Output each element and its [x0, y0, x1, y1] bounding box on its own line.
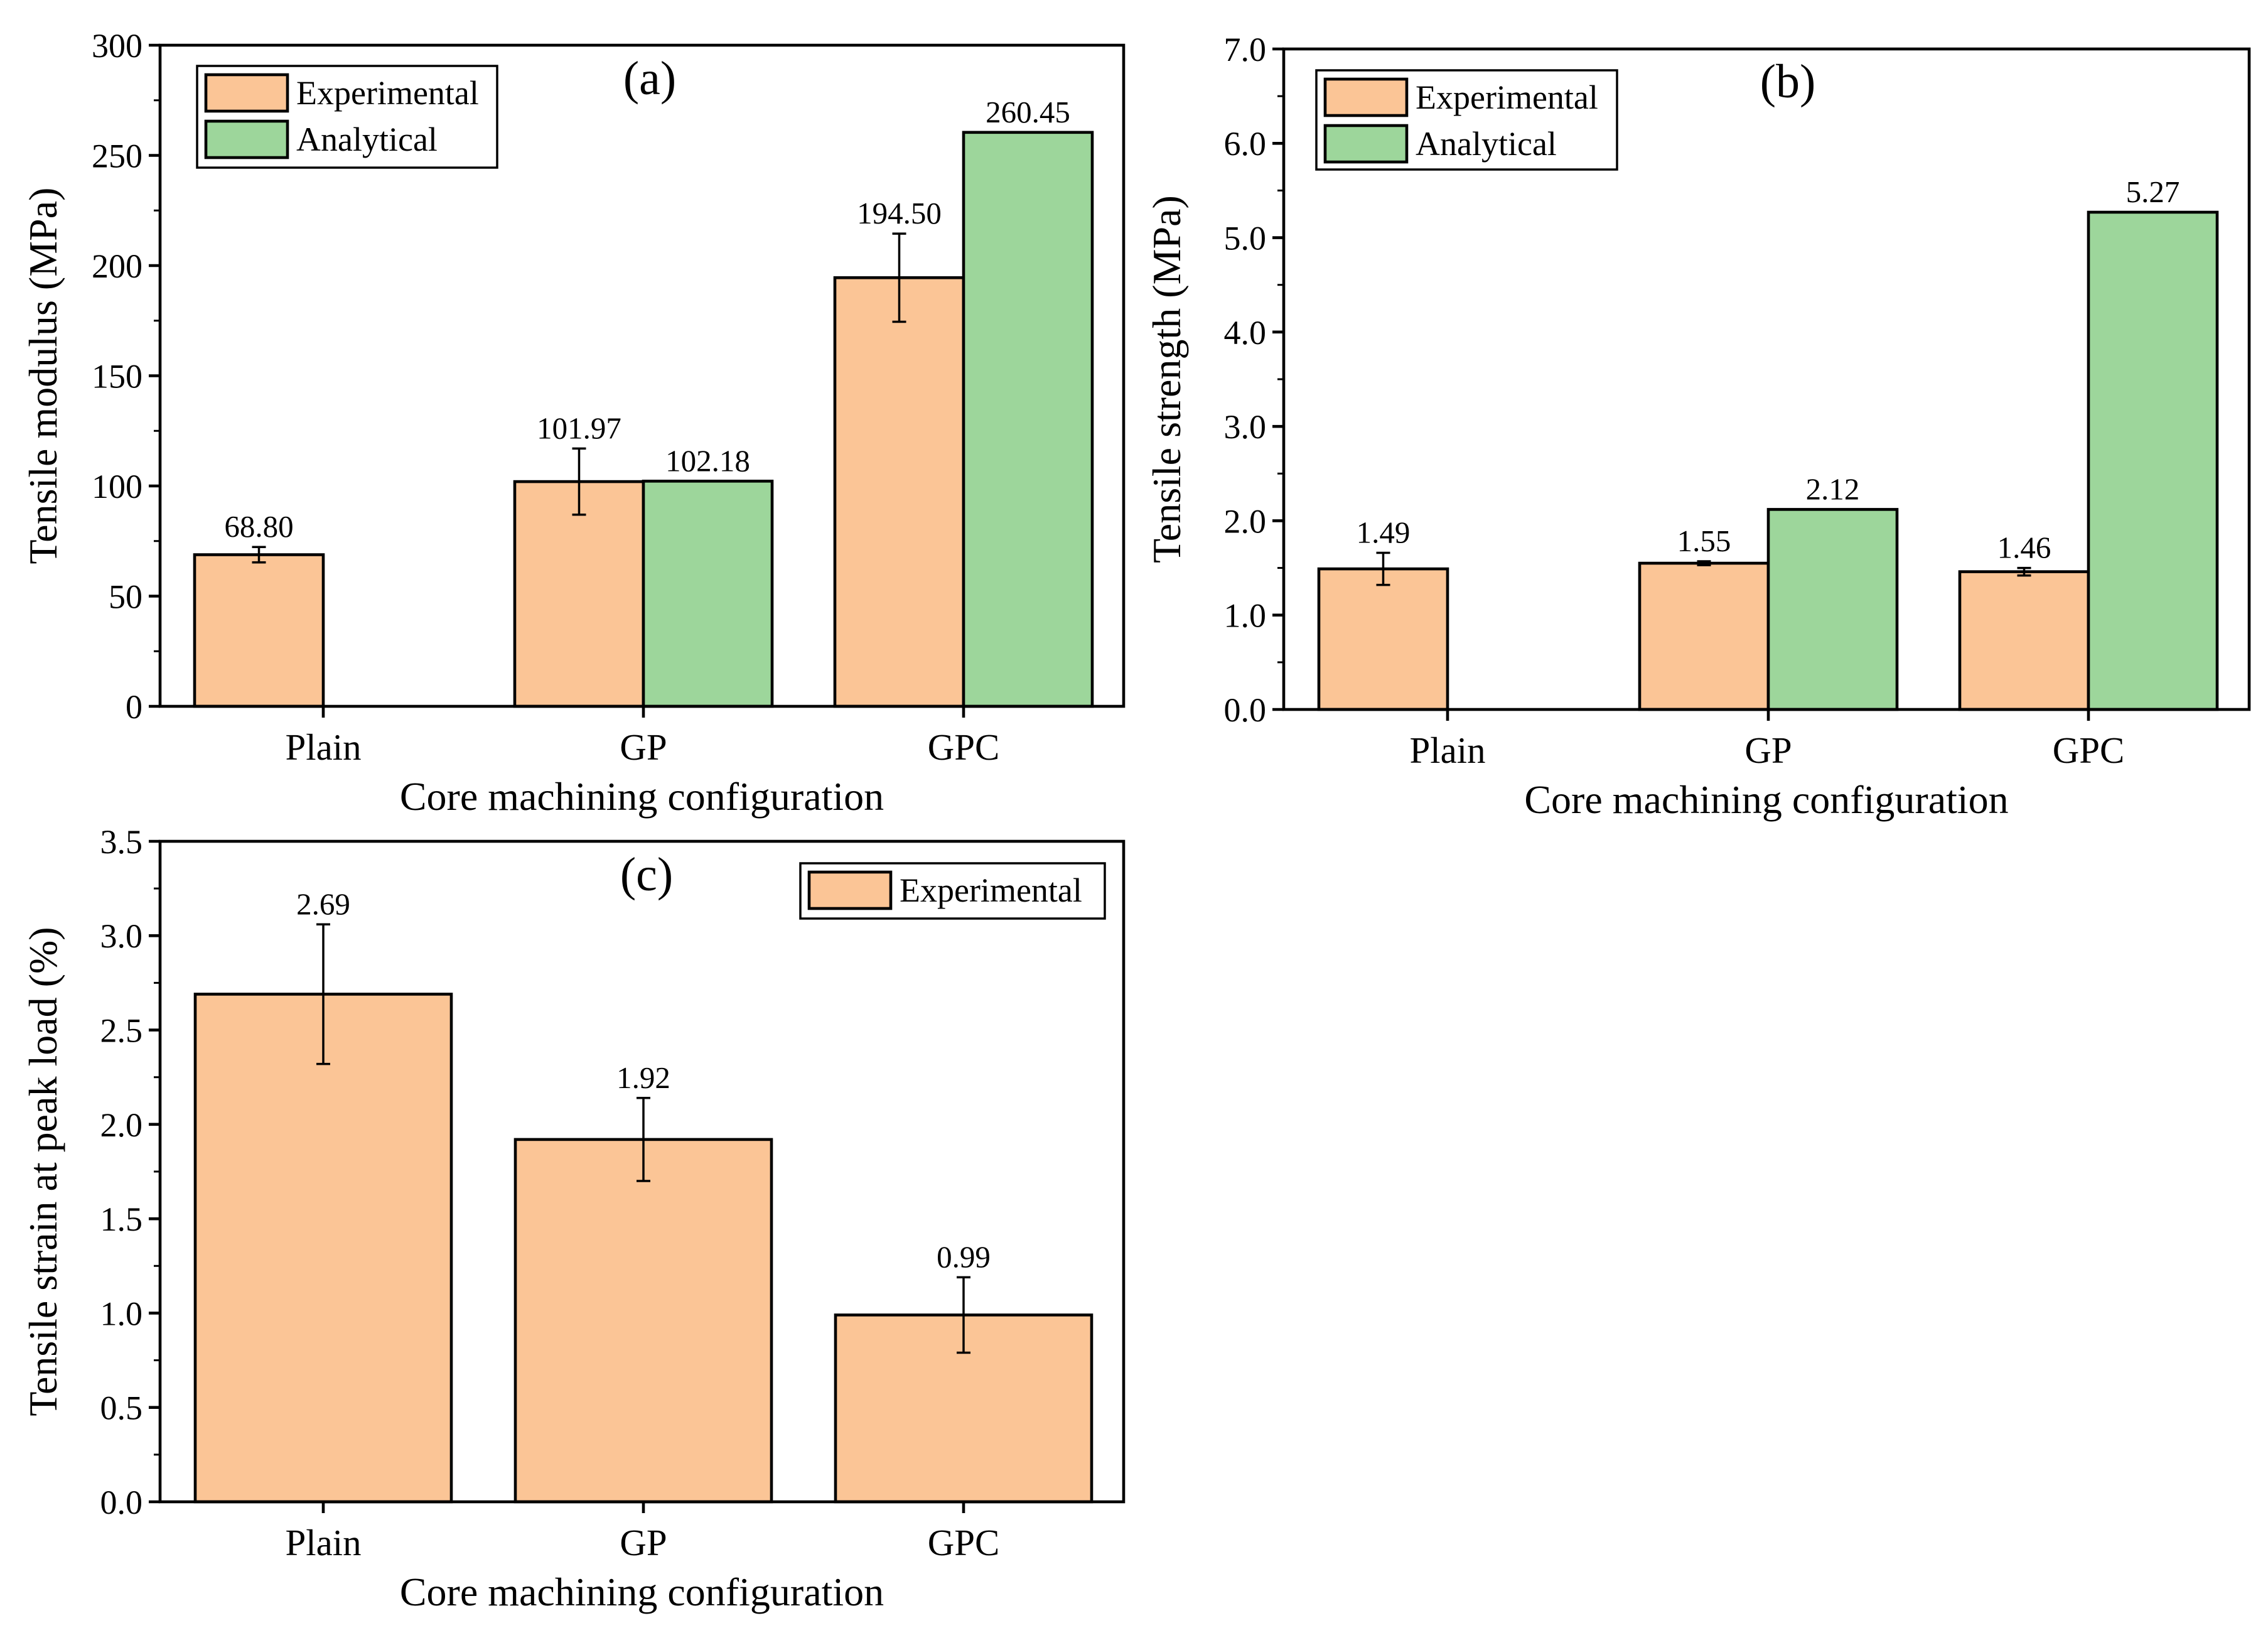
y-tick-label: 0.0 — [100, 1484, 143, 1521]
bar-analytical-gp — [1766, 508, 1899, 711]
legend-swatch-analytical — [1323, 124, 1409, 164]
error-bar-experimental-gp — [637, 1097, 650, 1182]
data-label-experimental-gpc: 194.50 — [857, 196, 942, 230]
y-tick-label: 1.0 — [100, 1295, 143, 1332]
x-tick-label-gpc: GPC — [2053, 730, 2125, 771]
y-tick-label: 5.0 — [1224, 219, 1267, 257]
bar-analytical-gp — [642, 480, 774, 708]
data-label-analytical-gp: 102.18 — [665, 443, 750, 478]
data-label-experimental-plain: 1.49 — [1357, 515, 1411, 550]
error-bar-experimental-plain — [1376, 551, 1390, 586]
legend-swatch-experimental — [1323, 77, 1409, 117]
bar-experimental-gp — [513, 1138, 773, 1504]
y-axis-title: Tensile strength (MPa) — [1144, 195, 1189, 563]
error-bar-experimental-gpc — [957, 1276, 970, 1354]
legend-label-analytical: Analytical — [1416, 125, 1557, 163]
data-label-analytical-gpc: 5.27 — [2126, 175, 2180, 209]
legend: Experimental Analytical — [196, 65, 498, 169]
data-label-analytical-gpc: 260.45 — [986, 95, 1070, 129]
x-tick-label-gp: GP — [1744, 730, 1792, 771]
error-bar-experimental-gp — [572, 447, 586, 516]
x-tick-label-gpc: GPC — [928, 727, 1000, 768]
legend-label-experimental: Experimental — [1416, 78, 1598, 116]
data-label-experimental-gp: 101.97 — [537, 411, 621, 445]
legend-label-experimental: Experimental — [296, 74, 479, 112]
panel-label: (a) — [623, 52, 676, 105]
error-bar-experimental-plain — [252, 546, 266, 564]
x-axis-title: Core machining configuration — [1524, 777, 2008, 822]
y-tick-label: 1.5 — [100, 1200, 143, 1238]
bar-experimental-gp — [1638, 561, 1770, 711]
legend-swatch-experimental — [204, 73, 289, 113]
data-label-analytical-gp: 2.12 — [1806, 472, 1860, 506]
x-axis-title: Core machining configuration — [400, 774, 884, 819]
y-axis-title: Tensile modulus (MPa) — [21, 188, 65, 564]
legend-swatch-experimental — [807, 870, 893, 910]
y-tick-label: 50 — [109, 578, 142, 615]
data-label-experimental-plain: 68.80 — [224, 509, 293, 544]
y-tick-label: 0 — [126, 688, 142, 726]
legend-label-analytical: Analytical — [296, 121, 438, 158]
data-label-experimental-gpc: 0.99 — [937, 1239, 991, 1274]
bar-experimental-plain — [193, 553, 325, 708]
x-tick-label-gp: GP — [620, 727, 667, 768]
x-tick-label-gp: GP — [620, 1523, 667, 1563]
panel-label: (b) — [1760, 55, 1816, 108]
data-label-experimental-plain: 2.69 — [296, 887, 350, 921]
x-axis-title: Core machining configuration — [400, 1570, 884, 1614]
legend: Experimental Analytical — [1315, 69, 1618, 171]
bar-analytical-gpc — [962, 131, 1094, 708]
bar-analytical-gpc — [2087, 210, 2219, 711]
y-axis-title: Tensile strain at peak load (%) — [21, 927, 65, 1416]
y-tick-label: 0.5 — [100, 1389, 143, 1427]
error-bar-experimental-gpc — [2017, 566, 2031, 577]
y-tick-label: 4.0 — [1224, 314, 1267, 352]
bar-experimental-gp — [513, 480, 645, 708]
chart-panel-a: 68.80 101.97 194.50 102.18 260.45 0 50 100 150 20… — [21, 27, 1126, 819]
error-bar-experimental-gp — [1697, 560, 1711, 566]
legend-label-experimental: Experimental — [900, 871, 1082, 909]
y-tick-label: 3.0 — [1224, 408, 1267, 446]
y-tick-label: 200 — [92, 247, 142, 285]
y-tick-label: 2.5 — [100, 1011, 143, 1049]
data-label-experimental-gpc: 1.46 — [1997, 531, 2051, 565]
y-tick-label: 250 — [92, 137, 142, 175]
y-tick-label: 1.0 — [1224, 597, 1267, 635]
legend: Experimental — [799, 862, 1106, 920]
y-tick-label: 3.5 — [100, 823, 143, 861]
y-tick-label: 7.0 — [1224, 31, 1267, 68]
y-tick-label: 150 — [92, 357, 142, 395]
data-label-experimental-gp: 1.55 — [1677, 524, 1731, 558]
x-tick-label-gpc: GPC — [928, 1523, 1000, 1563]
y-tick-label: 3.0 — [100, 917, 143, 955]
y-tick-label: 2.0 — [1224, 502, 1267, 540]
y-tick-label: 0.0 — [1224, 691, 1267, 729]
x-tick-label-plain: Plain — [285, 727, 361, 768]
panel-label: (c) — [620, 848, 673, 901]
error-bar-experimental-plain — [316, 923, 330, 1065]
chart-panel-b: 1.49 1.55 1.46 2.12 5.27 0.0 1.0 2.0 3.0 4.0 5.0 6.… — [1144, 31, 2251, 822]
y-tick-label: 300 — [92, 27, 142, 65]
y-tick-label: 6.0 — [1224, 125, 1267, 163]
y-tick-label: 2.0 — [100, 1106, 143, 1144]
x-tick-label-plain: Plain — [285, 1523, 361, 1563]
bar-experimental-plain — [193, 993, 453, 1504]
error-bar-experimental-gpc — [892, 232, 906, 323]
y-tick-label: 100 — [92, 468, 142, 505]
legend-swatch-analytical — [204, 119, 289, 159]
bar-experimental-gpc — [1958, 570, 2090, 711]
bar-experimental-plain — [1317, 567, 1449, 711]
data-label-experimental-gp: 1.92 — [616, 1060, 670, 1095]
bar-experimental-gpc — [833, 276, 965, 708]
chart-panel-c: 2.69 1.92 0.99 0.0 0.5 1.0 1.5 2.0 2.5 3.0 3.5 Plai… — [21, 823, 1126, 1614]
x-tick-label-plain: Plain — [1409, 730, 1485, 771]
